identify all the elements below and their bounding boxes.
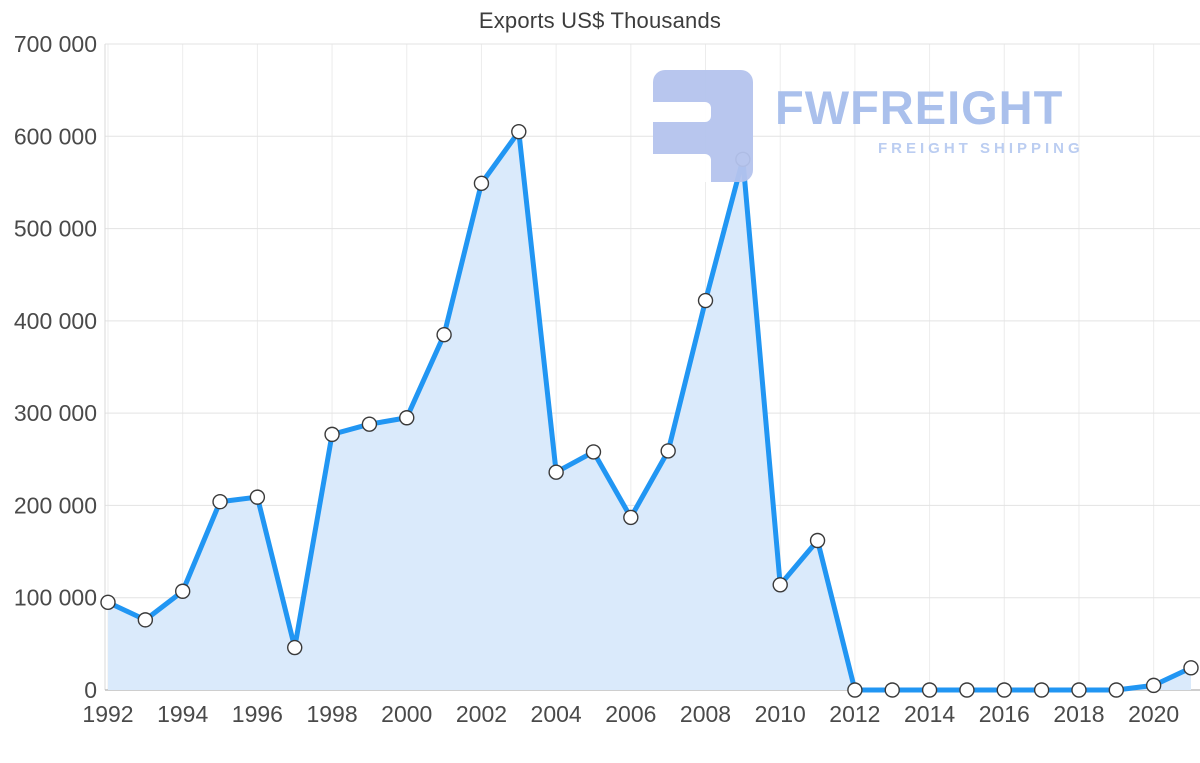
data-point-marker[interactable] [921, 682, 938, 698]
data-point-marker[interactable] [884, 682, 900, 698]
data-point-marker[interactable] [324, 426, 340, 443]
x-axis-tick-label: 2020 [1128, 701, 1179, 727]
y-axis-tick-label: 100 000 [14, 585, 97, 611]
data-point-marker[interactable] [1071, 682, 1087, 698]
x-axis-tick-label: 2012 [829, 701, 880, 727]
data-point-marker[interactable] [174, 583, 191, 599]
data-point-marker[interactable] [1183, 660, 1199, 676]
data-point-marker[interactable] [1033, 682, 1050, 698]
x-axis-tick-label: 1996 [232, 701, 283, 727]
y-axis-tick-label: 500 000 [14, 216, 97, 242]
data-point-marker[interactable] [137, 612, 154, 628]
data-point-marker[interactable] [996, 682, 1012, 698]
data-point-marker[interactable] [959, 682, 975, 698]
data-point-marker[interactable] [361, 416, 378, 432]
data-point-marker[interactable] [697, 292, 714, 309]
data-point-marker[interactable] [548, 464, 564, 480]
x-axis-tick-label: 2010 [755, 701, 806, 727]
data-point-marker[interactable] [436, 327, 452, 343]
y-axis-tick-label: 0 [84, 677, 97, 703]
x-axis-tick-label: 2006 [605, 701, 656, 727]
data-point-marker[interactable] [772, 577, 788, 593]
data-point-marker[interactable] [623, 509, 639, 526]
data-point-marker[interactable] [735, 151, 751, 168]
y-axis-tick-label: 600 000 [14, 123, 97, 149]
area-fill [108, 131, 1191, 690]
y-axis-tick-label: 400 000 [14, 308, 97, 334]
data-point-marker[interactable] [249, 489, 266, 505]
x-axis-tick-label: 1998 [306, 701, 357, 727]
x-axis-tick-label: 1992 [82, 701, 133, 727]
y-axis-tick-label: 200 000 [14, 492, 97, 518]
data-point-marker[interactable] [809, 532, 826, 549]
data-point-marker[interactable] [511, 123, 527, 140]
x-axis-tick-label: 2014 [904, 701, 955, 727]
data-point-marker[interactable] [473, 175, 490, 192]
x-axis-tick-label: 1994 [157, 701, 208, 727]
x-axis-tick-label: 2008 [680, 701, 731, 727]
y-axis-tick-label: 700 000 [14, 31, 97, 57]
data-point-marker[interactable] [100, 594, 116, 611]
data-point-marker[interactable] [399, 410, 415, 426]
chart-title: Exports US$ Thousands [478, 8, 722, 33]
data-point-marker[interactable] [585, 444, 602, 460]
x-axis-tick-label: 2002 [456, 701, 507, 727]
data-point-marker[interactable] [1145, 677, 1162, 694]
x-axis-tick-label: 2004 [531, 701, 582, 727]
x-axis-tick-label: 2018 [1053, 701, 1104, 727]
data-point-marker[interactable] [287, 639, 303, 656]
data-point-marker[interactable] [847, 682, 863, 698]
x-axis-tick-label: 2016 [979, 701, 1030, 727]
x-axis-tick-label: 2000 [381, 701, 432, 727]
y-axis-tick-label: 300 000 [14, 400, 97, 426]
data-point-marker[interactable] [212, 494, 228, 510]
data-point-marker[interactable] [1108, 682, 1125, 698]
data-point-marker[interactable] [660, 443, 676, 459]
